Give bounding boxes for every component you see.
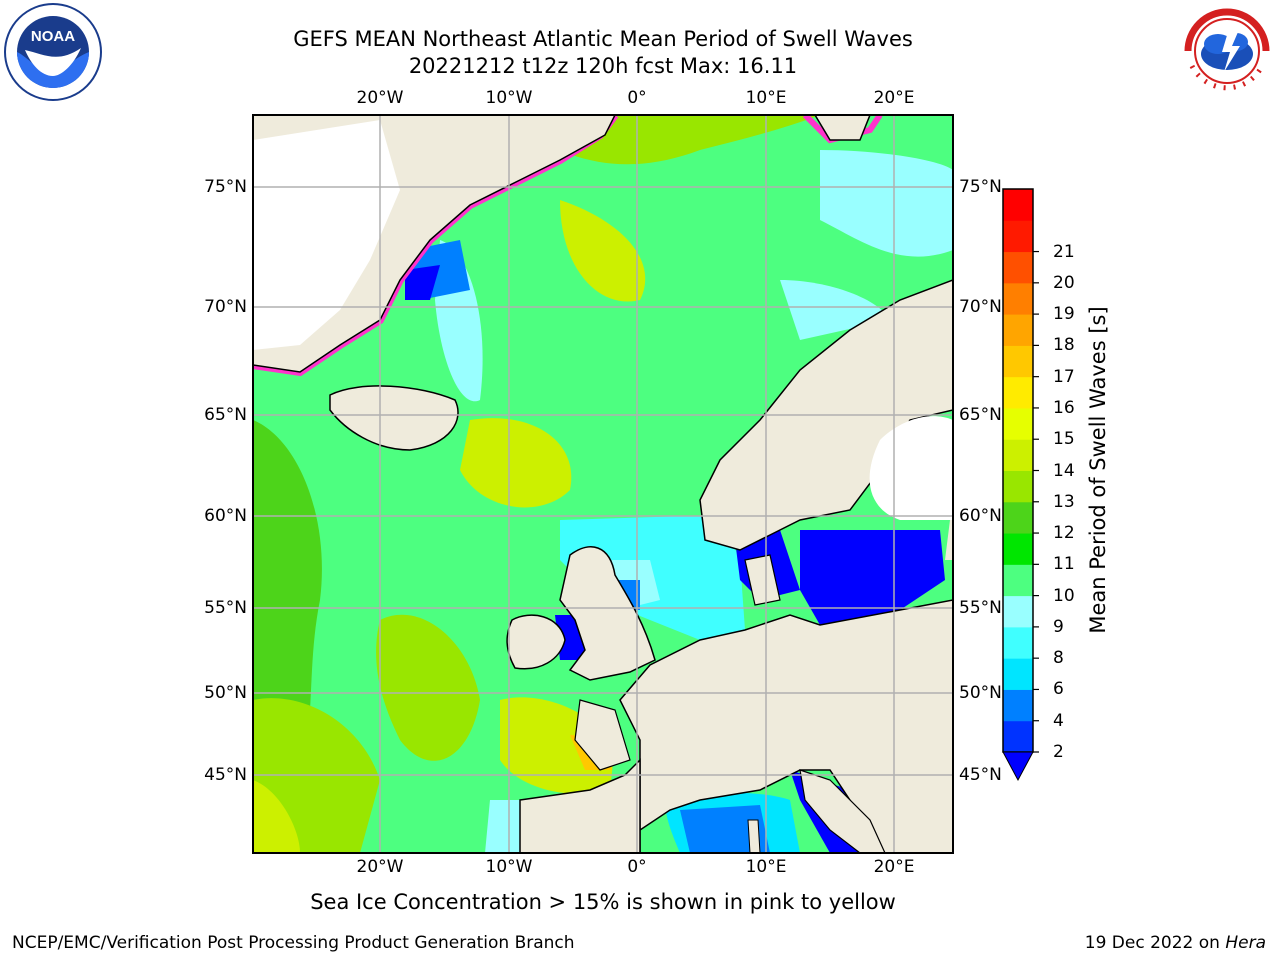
- colorbar-segment: [1003, 220, 1033, 253]
- colorbar-segment: [1003, 189, 1033, 221]
- sea-ice-note: Sea Ice Concentration > 15% is shown in …: [310, 890, 896, 914]
- colorbar-segment: [1003, 439, 1033, 471]
- map-frame: [252, 114, 954, 854]
- svg-text:NOAA: NOAA: [31, 28, 75, 45]
- colorbar-segment: [1003, 314, 1033, 346]
- colorbar-segment: [1003, 407, 1033, 440]
- colorbar-segment: [1003, 533, 1033, 565]
- swell-region-barents: [820, 150, 953, 257]
- lat-label-left-75n: 75°N: [204, 177, 247, 197]
- land-italy: [799, 769, 886, 853]
- ice-sheet-greenland: [253, 120, 400, 350]
- graticule: [253, 115, 953, 853]
- colorbar-segment: [1003, 282, 1033, 315]
- swell-region-far-southwest: [253, 780, 300, 853]
- lat-label-left-65n: 65°N: [204, 405, 247, 425]
- lat-label-left-50n: 50°N: [204, 683, 247, 703]
- swell-region-norwegian: [560, 200, 646, 302]
- colorbar-segment: [1003, 470, 1033, 503]
- colorbar-tick: 21: [1053, 241, 1075, 262]
- colorbar-tick: 13: [1053, 491, 1075, 512]
- colorbar-segment: [1003, 564, 1033, 597]
- colorbar-segment: [1003, 626, 1033, 659]
- colorbar-tick: 19: [1053, 304, 1075, 325]
- colorbar-tick: 4: [1053, 710, 1064, 731]
- lat-label-right-65n: 65°N: [959, 405, 1002, 425]
- colorbar-segment: [1003, 251, 1033, 284]
- lon-label-bottom-10w: 10°W: [485, 857, 533, 877]
- colorbar-segment: [1003, 720, 1033, 753]
- lat-label-right-55n: 55°N: [959, 598, 1002, 618]
- lon-label-bottom-20w: 20°W: [356, 857, 404, 877]
- lat-label-right-75n: 75°N: [959, 177, 1002, 197]
- colorbar-tick: 9: [1053, 616, 1064, 637]
- lon-label-top-0: 0°: [627, 88, 647, 108]
- chart-title: GEFS MEAN Northeast Atlantic Mean Period…: [293, 27, 913, 51]
- colorbar-segment: [1003, 376, 1033, 409]
- colorbar-segment: [1003, 345, 1033, 378]
- land-brittany: [574, 699, 631, 771]
- colorbar-tick: 16: [1053, 397, 1075, 418]
- lat-label-right-45n: 45°N: [959, 765, 1002, 785]
- lat-label-left-70n: 70°N: [204, 297, 247, 317]
- colorbar-tick: 11: [1053, 554, 1075, 575]
- swell-region-baltic: [800, 530, 945, 625]
- lon-label-bottom-20e: 20°E: [873, 857, 915, 877]
- ice-gulf-of-bothnia: [869, 416, 953, 520]
- footer-date-text: 19 Dec 2022 on: [1084, 933, 1220, 953]
- land-denmark: [744, 554, 781, 606]
- colorbar-tick: 14: [1053, 460, 1075, 481]
- colorbar-label: Mean Period of Swell Waves [s]: [1086, 306, 1110, 634]
- land-europe: [619, 599, 953, 853]
- colorbar-tick: 18: [1053, 335, 1075, 356]
- colorbar-segment: [1003, 501, 1033, 534]
- lat-label-right-60n: 60°N: [959, 506, 1002, 526]
- colorbar-tick: 17: [1053, 366, 1075, 387]
- colorbar-tick: 10: [1053, 585, 1075, 606]
- lat-label-left-55n: 55°N: [204, 598, 247, 618]
- lat-label-right-50n: 50°N: [959, 683, 1002, 703]
- land-ireland: [506, 614, 566, 670]
- lat-label-left-45n: 45°N: [204, 765, 247, 785]
- lat-label-right-70n: 70°N: [959, 297, 1002, 317]
- colorbar-tick: 20: [1053, 272, 1075, 293]
- map-area: [253, 115, 953, 853]
- land-svalbard: [814, 115, 871, 141]
- colorbar: [1002, 188, 1039, 753]
- colorbar-segment: [1003, 595, 1033, 628]
- colorbar-segment: [1003, 658, 1033, 690]
- lon-label-top-20w: 20°W: [356, 88, 404, 108]
- land-great-britain: [559, 546, 656, 681]
- noaa-logo: NOAA: [4, 3, 102, 101]
- footer-date: 19 Dec 2022 on Hera: [1085, 933, 1266, 953]
- colorbar-tick: 2: [1053, 742, 1064, 762]
- lon-label-top-10e: 10°E: [745, 88, 787, 108]
- lon-label-bottom-0: 0°: [627, 857, 647, 877]
- nws-logo: [1180, 4, 1274, 98]
- footer-credit: NCEP/EMC/Verification Post Processing Pr…: [12, 933, 575, 953]
- swell-region-faroe: [460, 418, 572, 508]
- colorbar-tick: 15: [1053, 429, 1075, 450]
- footer-machine: Hera: [1225, 933, 1266, 953]
- colorbar-tick: 6: [1053, 679, 1064, 700]
- lon-label-top-20e: 20°E: [873, 88, 915, 108]
- lon-label-bottom-10e: 10°E: [745, 857, 787, 877]
- chart-subtitle: 20221212 t12z 120h fcst Max: 16.11: [408, 54, 798, 78]
- land-iceland: [329, 385, 459, 451]
- swell-region-biscay-offshore: [376, 614, 480, 761]
- colorbar-tick: 8: [1053, 648, 1064, 669]
- land-iberia: [519, 758, 641, 853]
- colorbar-segment: [1003, 689, 1033, 722]
- lon-label-top-10w: 10°W: [485, 88, 533, 108]
- colorbar-tick: 12: [1053, 523, 1075, 544]
- colorbar-extend-triangle: [1002, 751, 1034, 782]
- lat-label-left-60n: 60°N: [204, 506, 247, 526]
